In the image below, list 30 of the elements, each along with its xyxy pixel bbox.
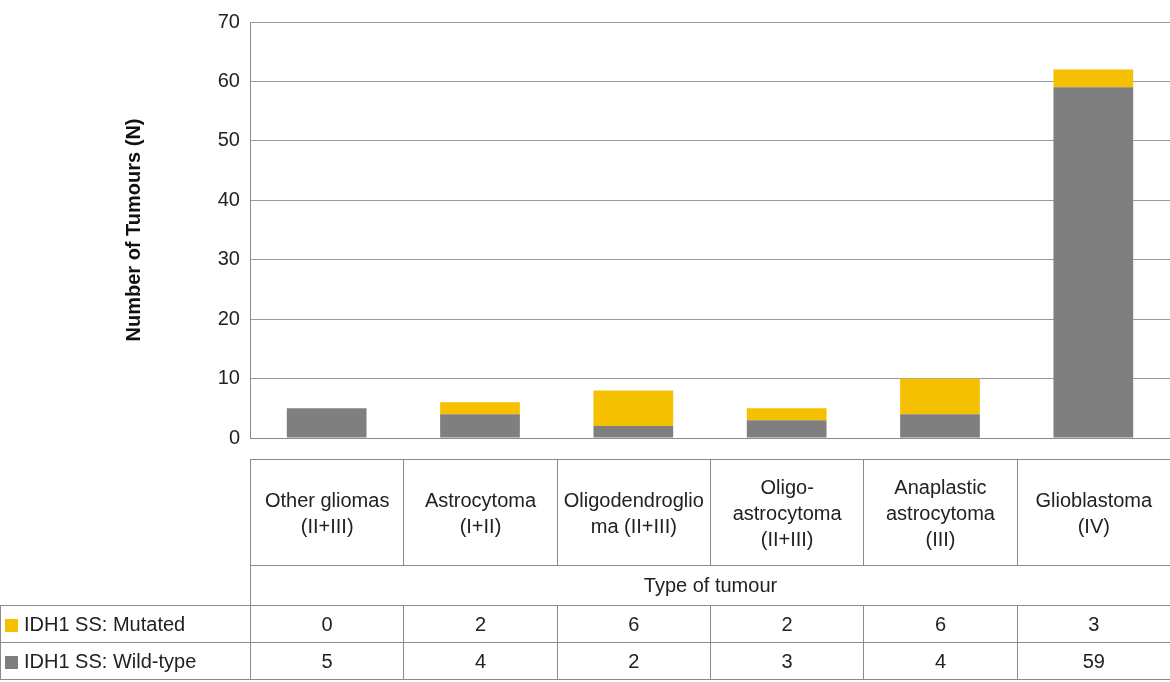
x-tick-label: Glioblastoma (IV) — [1017, 459, 1170, 566]
x-tick-label: Astrocytoma (I+II) — [403, 459, 558, 566]
x-tick-label: Oligo-astrocytoma (II+III) — [710, 459, 864, 566]
x-tick-label: Anaplastic astrocytoma (III) — [863, 459, 1018, 566]
y-tick-label: 10 — [217, 366, 240, 389]
y-axis-title: Number of Tumours (N) — [121, 118, 144, 342]
data-label: 3 — [1017, 605, 1170, 643]
data-label: 6 — [557, 605, 711, 643]
y-tick-label: 0 — [228, 425, 240, 448]
y-tick-label: 30 — [217, 247, 240, 270]
y-tick-label: 50 — [217, 128, 240, 151]
data-label: 4 — [403, 642, 558, 680]
y-tick-label: 70 — [217, 9, 240, 32]
data-label: 2 — [557, 642, 711, 680]
data-label: 0 — [250, 605, 404, 643]
legend-label: IDH1 SS: Wild-type — [0, 642, 251, 680]
x-axis-title: Type of tumour — [250, 565, 1170, 606]
data-label: 2 — [403, 605, 558, 643]
data-label: 5 — [250, 642, 404, 680]
data-label: 3 — [710, 642, 864, 680]
data-label: 2 — [710, 605, 864, 643]
x-tick-label: Other gliomas (II+III) — [250, 459, 404, 566]
y-tick-label: 40 — [217, 187, 240, 210]
data-label: 6 — [863, 605, 1018, 643]
data-label: 59 — [1017, 642, 1170, 680]
data-label: 4 — [863, 642, 1018, 680]
y-tick-label: 20 — [217, 306, 240, 329]
y-tick-label: 60 — [217, 68, 240, 91]
x-tick-label: Oligodendroglioma (II+III) — [557, 459, 711, 566]
legend-label: IDH1 SS: Mutated — [0, 605, 251, 643]
